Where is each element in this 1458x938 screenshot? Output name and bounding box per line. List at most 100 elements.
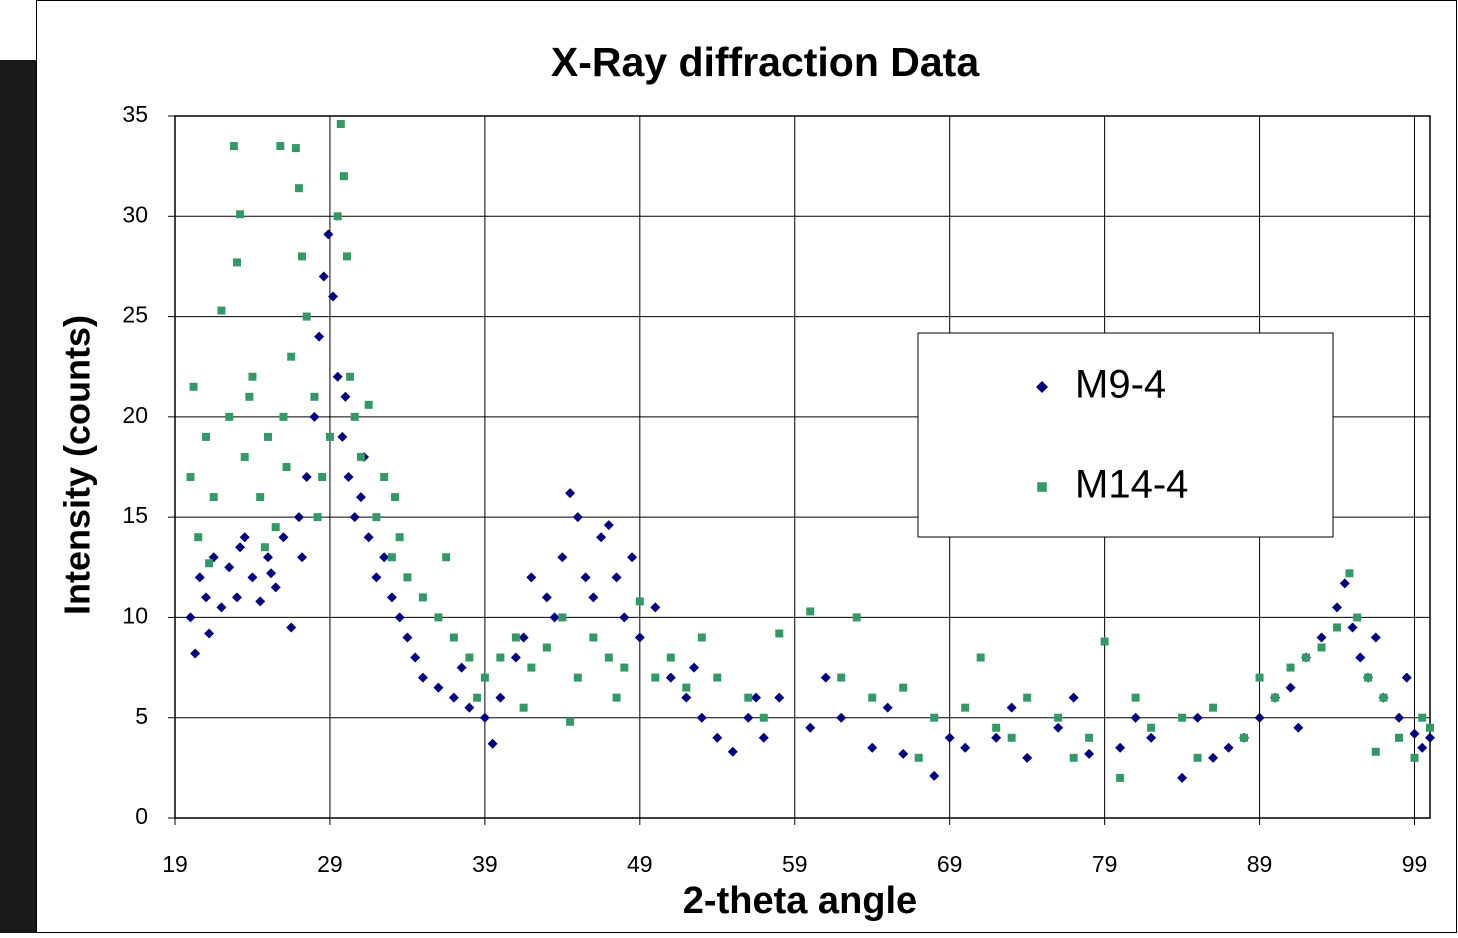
- point: [519, 703, 528, 712]
- point: [1418, 713, 1427, 722]
- point: [271, 523, 280, 532]
- point: [1178, 713, 1187, 722]
- point: [276, 142, 285, 151]
- point: [186, 473, 195, 482]
- x-tick-label: 69: [937, 851, 963, 877]
- point: [1355, 652, 1366, 663]
- point: [448, 692, 459, 703]
- point: [270, 582, 281, 593]
- point: [1254, 712, 1265, 723]
- point: [759, 713, 768, 722]
- point: [224, 562, 235, 573]
- point: [279, 412, 288, 421]
- y-tick-label: 15: [122, 502, 148, 528]
- point: [1255, 673, 1264, 682]
- point: [1100, 637, 1109, 646]
- point: [1209, 703, 1218, 712]
- point: [727, 746, 738, 757]
- point: [604, 653, 613, 662]
- point: [541, 592, 552, 603]
- legend-label: M9-4: [1075, 363, 1166, 407]
- y-tick-label: 25: [122, 302, 148, 328]
- point: [1426, 723, 1434, 732]
- point: [580, 572, 591, 583]
- point: [611, 572, 622, 583]
- point: [682, 683, 691, 692]
- point: [837, 673, 846, 682]
- x-tick-label: 49: [627, 851, 653, 877]
- point: [262, 552, 273, 563]
- point: [518, 632, 529, 643]
- point: [620, 663, 629, 672]
- point: [898, 748, 909, 759]
- point: [343, 472, 354, 483]
- point: [612, 693, 621, 702]
- point: [336, 120, 345, 129]
- point: [1285, 682, 1296, 693]
- point: [232, 258, 241, 267]
- point: [1345, 569, 1354, 578]
- point: [314, 331, 325, 342]
- point: [1223, 742, 1234, 753]
- point: [332, 371, 343, 382]
- point: [1115, 742, 1126, 753]
- point: [868, 693, 877, 702]
- point: [1286, 663, 1295, 672]
- point: [189, 382, 198, 391]
- point: [666, 653, 675, 662]
- point: [496, 653, 505, 662]
- point: [1069, 753, 1078, 762]
- point: [1054, 713, 1063, 722]
- point: [263, 432, 272, 441]
- point: [247, 572, 258, 583]
- point: [309, 411, 320, 422]
- point: [464, 702, 475, 713]
- point: [1410, 753, 1419, 762]
- point: [380, 473, 389, 482]
- point: [1007, 733, 1016, 742]
- point: [200, 592, 211, 603]
- point: [527, 663, 536, 672]
- point: [286, 622, 297, 633]
- point: [371, 572, 382, 583]
- point: [449, 633, 458, 642]
- x-tick-label: 79: [1092, 851, 1118, 877]
- point: [394, 612, 405, 623]
- point: [992, 723, 1001, 732]
- point: [205, 559, 214, 568]
- point: [410, 652, 421, 663]
- point: [914, 753, 923, 762]
- point: [1053, 722, 1064, 733]
- x-tick-label: 89: [1247, 851, 1273, 877]
- point: [1395, 733, 1404, 742]
- point: [1147, 723, 1156, 732]
- point: [697, 633, 706, 642]
- point: [266, 568, 277, 579]
- point: [930, 713, 939, 722]
- point: [1353, 613, 1362, 622]
- point: [1302, 653, 1311, 662]
- point: [333, 212, 342, 221]
- point: [318, 473, 327, 482]
- x-tick-label: 39: [472, 851, 498, 877]
- point: [395, 533, 404, 542]
- y-tick-label: 30: [122, 201, 148, 227]
- point: [185, 612, 196, 623]
- point: [260, 543, 269, 552]
- x-axis-label: 2-theta angle: [683, 880, 917, 922]
- point: [403, 573, 412, 582]
- point: [1425, 732, 1435, 743]
- chart-title: X-Ray diffraction Data: [551, 39, 980, 85]
- point: [634, 632, 645, 643]
- point: [976, 653, 985, 662]
- point: [1417, 742, 1428, 753]
- point: [526, 572, 537, 583]
- point: [487, 738, 498, 749]
- point: [542, 643, 551, 652]
- point: [1022, 752, 1033, 763]
- y-axis-label: Intensity (counts): [57, 315, 98, 615]
- point: [346, 372, 355, 381]
- legend-marker: [1037, 482, 1047, 492]
- point: [294, 184, 303, 193]
